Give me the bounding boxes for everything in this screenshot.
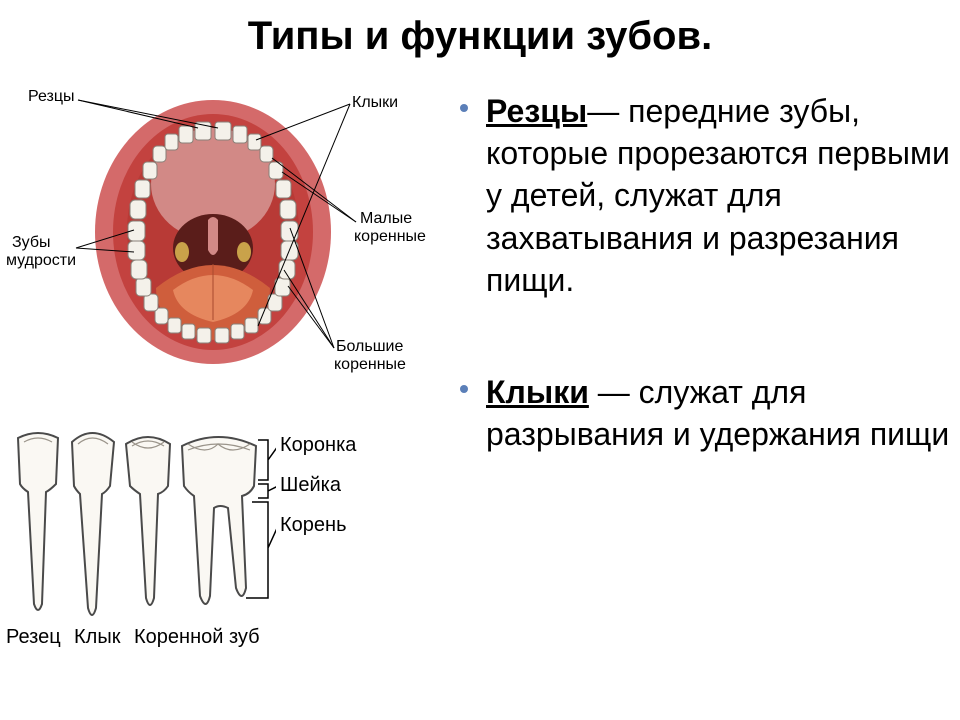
page-title: Типы и функции зубов. bbox=[0, 14, 960, 59]
bullet-icon bbox=[460, 104, 468, 112]
term-incisors: Резцы bbox=[486, 93, 587, 129]
label-incisors: Резцы bbox=[28, 88, 75, 106]
label-wisdom-2: мудрости bbox=[6, 252, 76, 270]
label-wisdom-1: Зубы bbox=[12, 234, 51, 252]
label-premolars-2: коренные bbox=[354, 228, 426, 246]
teeth-svg bbox=[6, 428, 276, 628]
label-molar: Коренной зуб bbox=[134, 626, 260, 649]
label-neck: Шейка bbox=[280, 474, 341, 497]
label-canines: Клыки bbox=[352, 94, 398, 112]
label-molars-1: Большие bbox=[336, 338, 403, 356]
label-crown: Коронка bbox=[280, 434, 356, 457]
definition-canines: Клыки — служат для разрывания и удержани… bbox=[450, 371, 950, 455]
label-root: Корень bbox=[280, 514, 346, 537]
label-premolars-1: Малые bbox=[360, 210, 412, 228]
label-canine: Клык bbox=[74, 626, 120, 649]
right-column: Резцы— передние зубы, которые прорезаютс… bbox=[450, 90, 950, 464]
mouth-diagram: Резцы Клыки Зубы мудрости Малые коренные… bbox=[6, 86, 436, 376]
label-incisor: Резец bbox=[6, 626, 61, 649]
definition-incisors: Резцы— передние зубы, которые прорезаютс… bbox=[450, 90, 950, 301]
label-molars-2: коренные bbox=[334, 356, 406, 374]
bullet-icon bbox=[460, 385, 468, 393]
term-canines: Клыки bbox=[486, 374, 589, 410]
teeth-diagram: Коронка Шейка Корень Резец Клык Коренной… bbox=[6, 428, 436, 688]
left-column: Резцы Клыки Зубы мудрости Малые коренные… bbox=[6, 86, 436, 688]
